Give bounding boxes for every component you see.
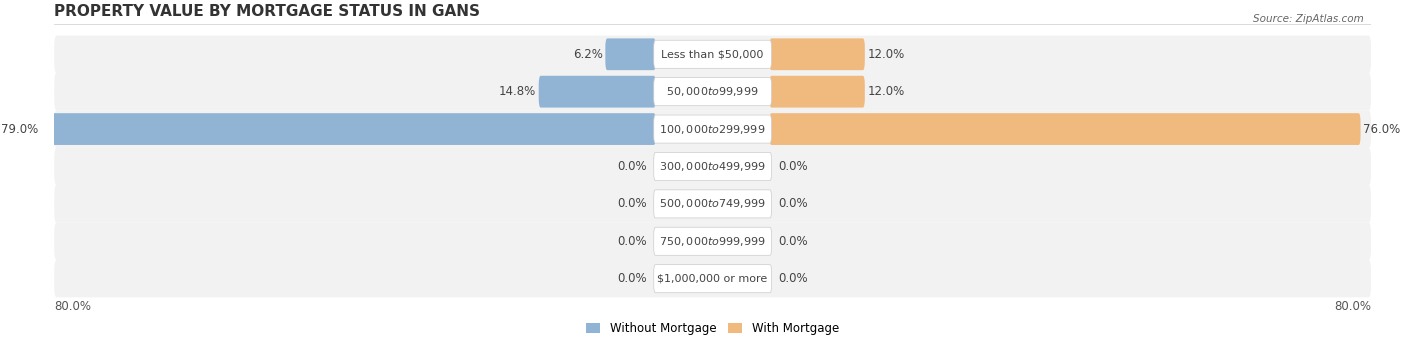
Text: 79.0%: 79.0%	[1, 122, 39, 136]
FancyBboxPatch shape	[654, 265, 772, 293]
Text: 0.0%: 0.0%	[779, 272, 808, 285]
FancyBboxPatch shape	[769, 113, 1361, 145]
Text: $750,000 to $999,999: $750,000 to $999,999	[659, 235, 766, 248]
Text: 0.0%: 0.0%	[617, 235, 647, 248]
Text: Source: ZipAtlas.com: Source: ZipAtlas.com	[1253, 14, 1364, 24]
Text: Less than $50,000: Less than $50,000	[661, 49, 763, 59]
Text: $1,000,000 or more: $1,000,000 or more	[658, 274, 768, 284]
Text: 0.0%: 0.0%	[617, 160, 647, 173]
FancyBboxPatch shape	[41, 113, 655, 145]
Text: 80.0%: 80.0%	[1334, 300, 1371, 313]
FancyBboxPatch shape	[654, 190, 772, 218]
FancyBboxPatch shape	[55, 223, 1371, 260]
FancyBboxPatch shape	[55, 35, 1371, 73]
Text: 0.0%: 0.0%	[779, 160, 808, 173]
FancyBboxPatch shape	[55, 185, 1371, 223]
Text: PROPERTY VALUE BY MORTGAGE STATUS IN GANS: PROPERTY VALUE BY MORTGAGE STATUS IN GAN…	[55, 4, 481, 19]
Text: $300,000 to $499,999: $300,000 to $499,999	[659, 160, 766, 173]
FancyBboxPatch shape	[55, 148, 1371, 185]
Text: 0.0%: 0.0%	[779, 197, 808, 210]
FancyBboxPatch shape	[538, 76, 655, 107]
Text: 76.0%: 76.0%	[1364, 122, 1400, 136]
FancyBboxPatch shape	[769, 39, 865, 70]
Text: 6.2%: 6.2%	[572, 48, 603, 61]
Text: 0.0%: 0.0%	[617, 272, 647, 285]
Legend: Without Mortgage, With Mortgage: Without Mortgage, With Mortgage	[582, 317, 844, 340]
Text: $50,000 to $99,999: $50,000 to $99,999	[666, 85, 759, 98]
FancyBboxPatch shape	[55, 73, 1371, 110]
FancyBboxPatch shape	[654, 152, 772, 180]
Text: 14.8%: 14.8%	[499, 85, 536, 98]
FancyBboxPatch shape	[654, 227, 772, 255]
FancyBboxPatch shape	[606, 39, 655, 70]
Text: 80.0%: 80.0%	[55, 300, 91, 313]
Text: 0.0%: 0.0%	[617, 197, 647, 210]
Text: $500,000 to $749,999: $500,000 to $749,999	[659, 197, 766, 210]
Text: 12.0%: 12.0%	[868, 85, 905, 98]
Text: $100,000 to $299,999: $100,000 to $299,999	[659, 122, 766, 136]
Text: 0.0%: 0.0%	[779, 235, 808, 248]
Text: 12.0%: 12.0%	[868, 48, 905, 61]
FancyBboxPatch shape	[654, 78, 772, 106]
FancyBboxPatch shape	[654, 115, 772, 143]
FancyBboxPatch shape	[654, 40, 772, 68]
FancyBboxPatch shape	[55, 260, 1371, 297]
FancyBboxPatch shape	[769, 76, 865, 107]
FancyBboxPatch shape	[55, 110, 1371, 148]
